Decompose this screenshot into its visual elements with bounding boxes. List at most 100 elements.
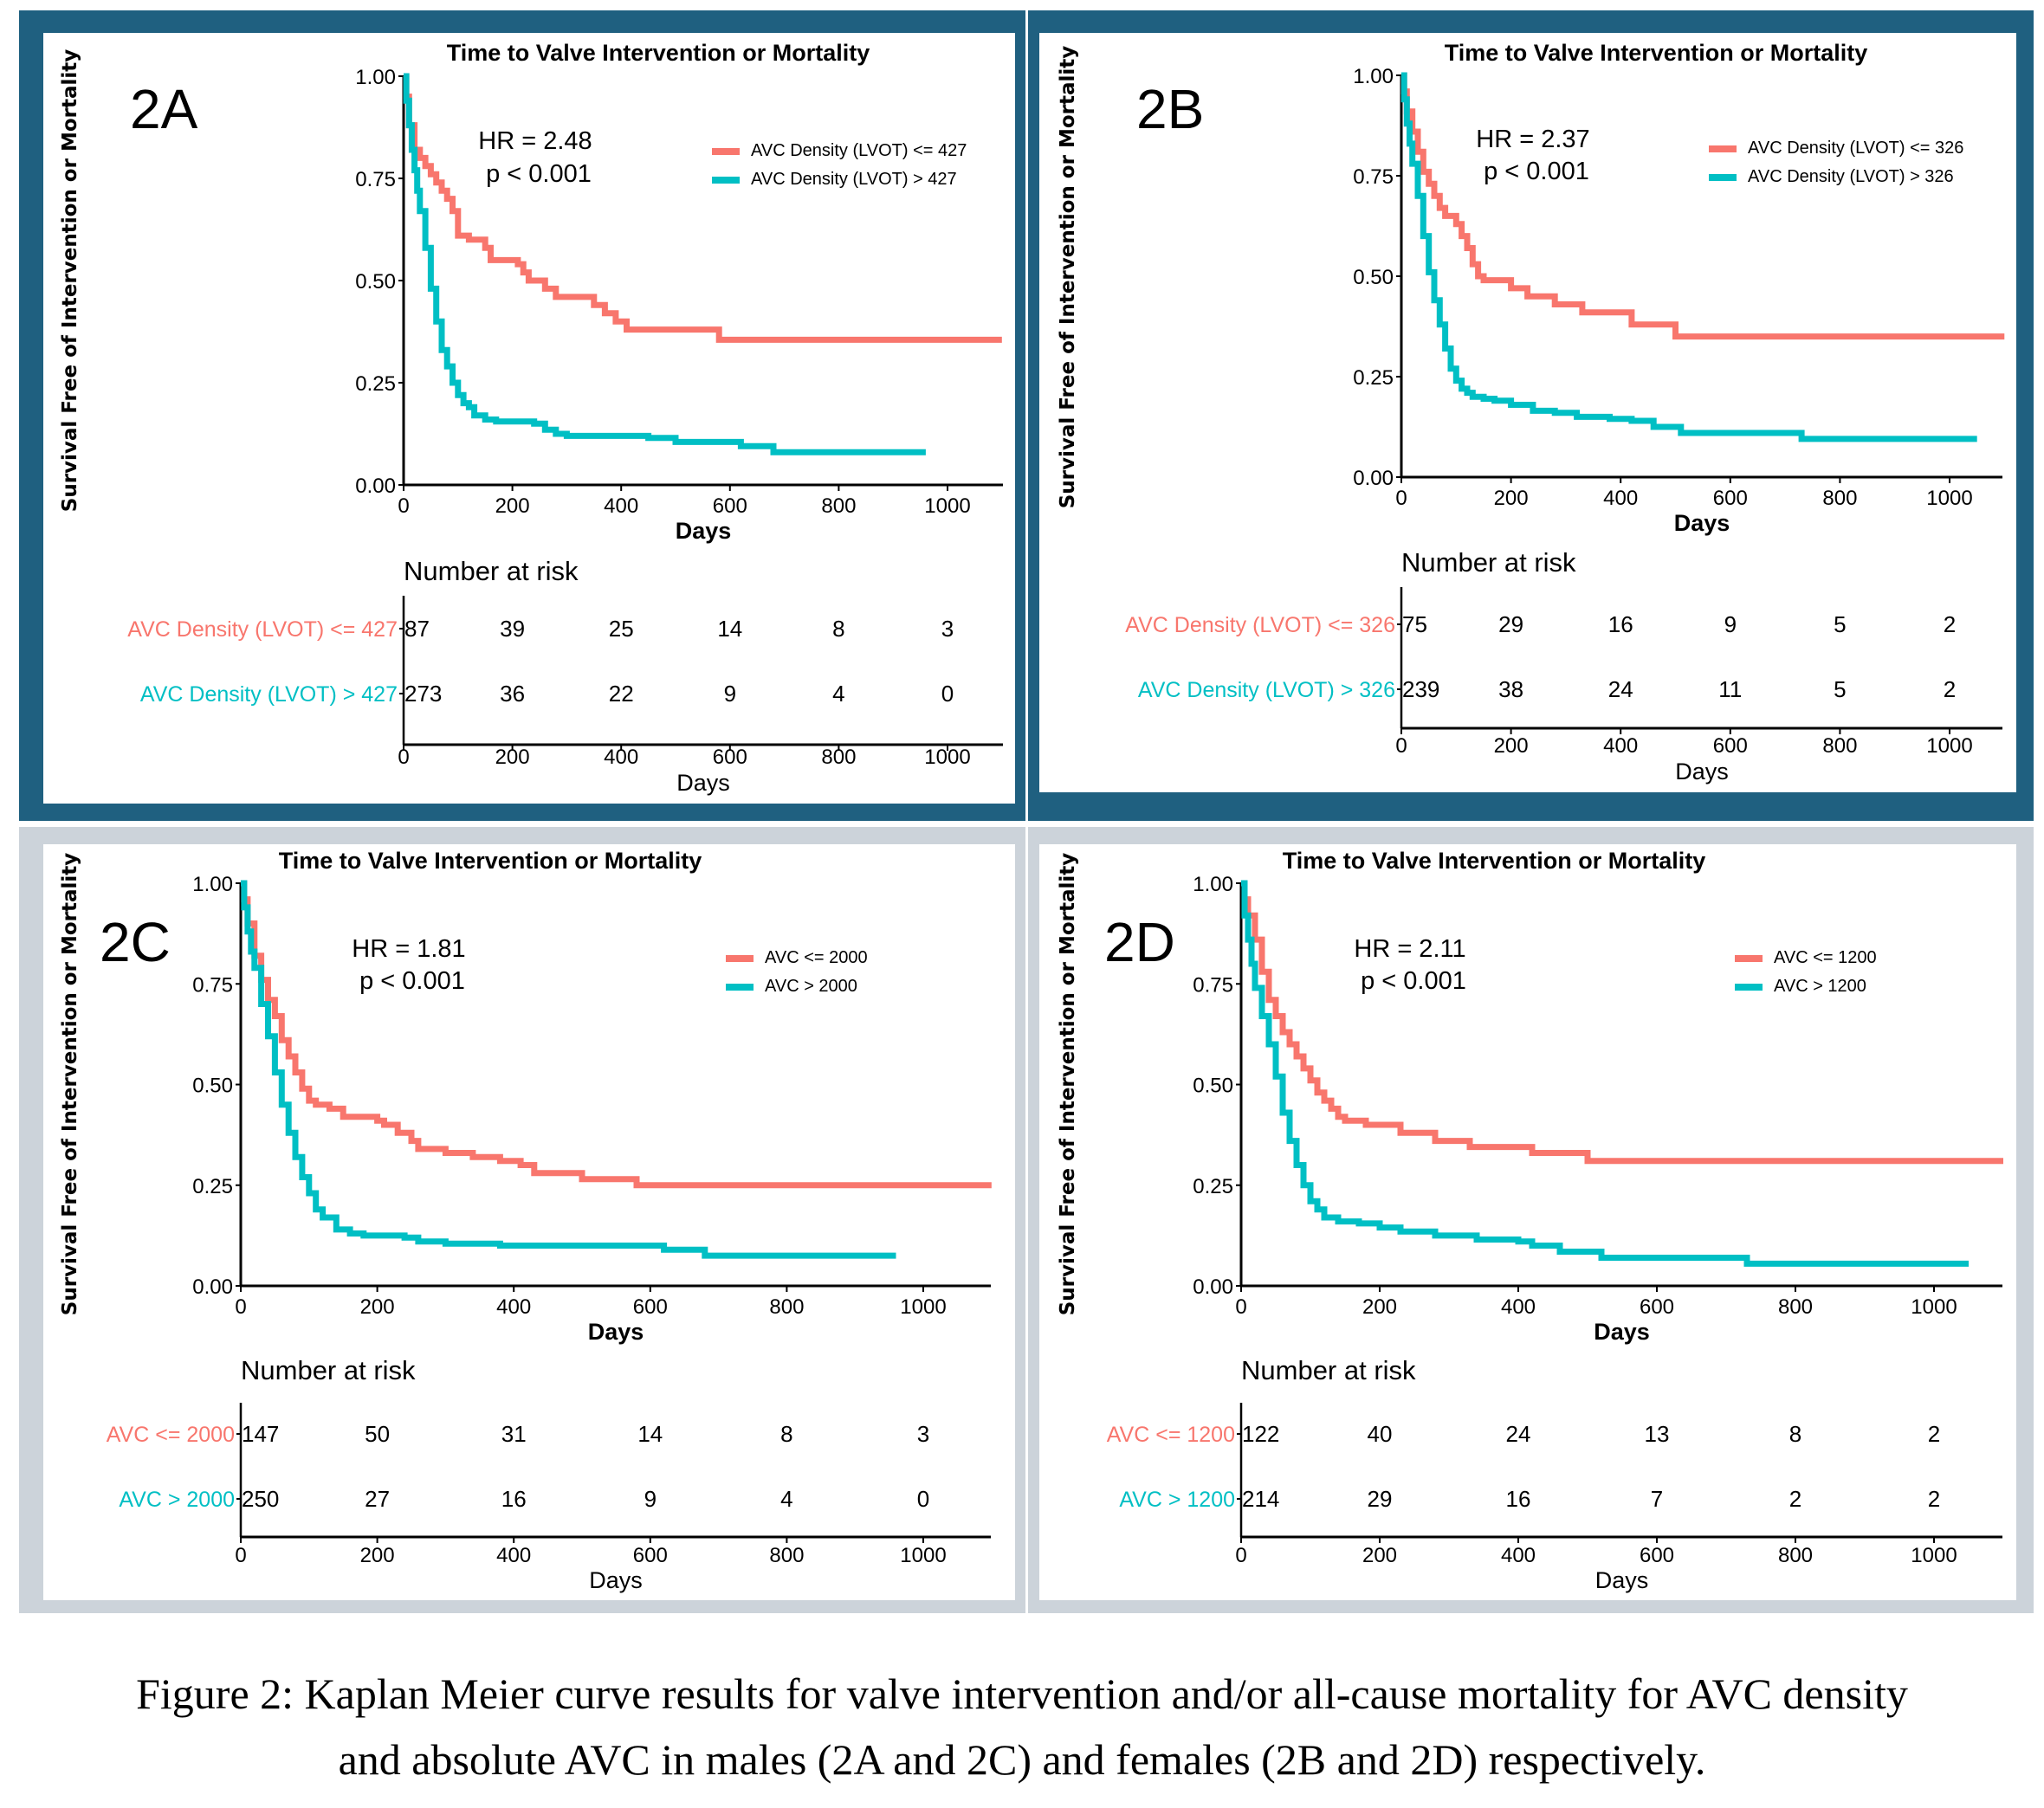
risk-count: 14 [637,1421,663,1447]
risk-x-tick-label: 400 [1603,734,1638,758]
y-axis-title: Survival Free of Intervention or Mortali… [1057,853,1079,1316]
risk-count: 9 [1724,611,1737,637]
km-panel-2c: Time to Valve Intervention or Mortality 2… [59,848,992,1593]
risk-count: 16 [1506,1486,1531,1512]
risk-count: 5 [1834,611,1846,637]
hazard-ratio-label: HR = 2.48 [478,127,592,155]
x-tick-label: 800 [1822,487,1857,510]
risk-count: 2 [1928,1421,1940,1447]
risk-x-tick-label: 600 [1640,1544,1674,1567]
x-tick-label: 1000 [1911,1295,1957,1319]
risk-count: 16 [1608,611,1633,637]
km-panel-2d: Time to Valve Intervention or Mortality 2… [1057,848,2003,1593]
risk-count: 13 [1645,1421,1670,1447]
km-curve-high [241,880,896,1259]
risk-row-label: AVC Density (LVOT) <= 427 [127,617,398,642]
x-tick-label: 200 [1362,1295,1397,1319]
risk-count: 250 [242,1486,279,1512]
x-tick-label: 0 [235,1295,246,1319]
risk-row-label: AVC <= 1200 [1107,1423,1235,1447]
figure-caption: Figure 2: Kaplan Meier curve results for… [0,1661,2044,1792]
y-tick-label: 0.50 [192,1075,233,1098]
x-tick-label: 600 [633,1295,668,1319]
risk-count: 8 [832,616,844,642]
risk-x-tick-label: 0 [235,1544,246,1567]
x-tick-label: 200 [360,1295,395,1319]
risk-row-label: AVC > 1200 [1119,1488,1235,1512]
risk-x-tick-label: 1000 [900,1544,946,1567]
risk-x-tick-label: 0 [1235,1544,1246,1567]
risk-count: 39 [500,616,525,642]
x-tick-label: 400 [496,1295,531,1319]
x-tick-label: 400 [1501,1295,1536,1319]
hazard-ratio-label: HR = 1.81 [352,935,465,963]
panel-frames [19,10,2034,1613]
chart-title: Time to Valve Intervention or Mortality [1283,848,1706,874]
risk-x-tick-label: 1000 [924,746,970,769]
risk-x-tick-label: 1000 [1911,1544,1957,1567]
km-curve-high [403,73,926,455]
km-panel-2b: Time to Valve Intervention or Mortality 2… [1057,40,2005,785]
p-value-label: p < 0.001 [1484,158,1589,185]
hazard-ratio-label: HR = 2.11 [1354,935,1465,963]
x-tick-label: 0 [1395,487,1407,510]
risk-row-label: AVC Density (LVOT) > 427 [140,682,398,707]
y-tick-label: 0.00 [1353,467,1394,490]
risk-count: 11 [1718,676,1742,702]
risk-count: 14 [717,616,742,642]
y-tick-label: 0.00 [192,1275,233,1299]
x-axis-title: Days [676,518,732,544]
y-tick-label: 0.75 [1193,973,1233,997]
y-tick-label: 0.75 [1353,165,1394,189]
risk-count: 273 [404,681,442,707]
x-tick-label: 600 [1713,487,1748,510]
y-tick-label: 0.50 [1193,1075,1233,1098]
risk-x-tick-label: 0 [1395,734,1407,758]
risk-x-tick-label: 1000 [1926,734,1972,758]
p-value-label: p < 0.001 [359,967,465,995]
risk-x-tick-label: 0 [398,746,409,769]
y-tick-label: 0.25 [355,372,396,396]
legend-label-low: AVC Density (LVOT) <= 427 [751,141,967,160]
y-tick-label: 0.25 [1193,1175,1233,1198]
risk-count: 9 [644,1486,657,1512]
risk-count: 3 [941,616,954,642]
risk-count: 4 [832,681,844,707]
legend-label-high: AVC Density (LVOT) > 427 [751,170,957,189]
risk-count: 4 [780,1486,792,1512]
y-tick-label: 1.00 [192,873,233,896]
x-tick-label: 400 [1603,487,1638,510]
y-tick-label: 0.75 [355,168,396,191]
risk-count: 9 [724,681,736,707]
x-tick-label: 1000 [900,1295,946,1319]
chart-title: Time to Valve Intervention or Mortality [447,40,870,66]
legend-label-low: AVC Density (LVOT) <= 326 [1748,139,1963,158]
risk-count: 7 [1651,1486,1663,1512]
legend-swatch-high [1709,174,1737,181]
hazard-ratio-label: HR = 2.37 [1476,126,1589,153]
panel-label: 2D [1104,911,1175,973]
x-tick-label: 600 [1640,1295,1674,1319]
risk-x-tick-label: 800 [821,746,856,769]
risk-count: 87 [404,616,430,642]
km-curve-high [1241,880,1969,1267]
chart-title: Time to Valve Intervention or Mortality [1445,40,1868,66]
risk-count: 239 [1402,676,1439,702]
risk-x-tick-label: 400 [1501,1544,1536,1567]
y-axis-title: Survival Free of Intervention or Mortali… [59,853,81,1316]
y-tick-label: 0.75 [192,973,233,997]
risk-table-title: Number at risk [404,556,579,586]
risk-count: 0 [917,1486,929,1512]
y-tick-label: 0.50 [355,270,396,294]
risk-table-x-title: Days [1595,1567,1649,1593]
panel-background-1 [1039,33,2016,792]
y-axis-title: Survival Free of Intervention or Mortali… [1057,46,1079,509]
risk-row-label: AVC Density (LVOT) <= 326 [1125,613,1395,637]
risk-count: 122 [1242,1421,1279,1447]
risk-count: 2 [1928,1486,1940,1512]
x-tick-label: 200 [495,494,530,518]
y-tick-label: 1.00 [1353,65,1394,88]
legend-label-low: AVC <= 2000 [765,948,868,967]
panels: Time to Valve Intervention or Mortality 2… [59,40,2005,1593]
